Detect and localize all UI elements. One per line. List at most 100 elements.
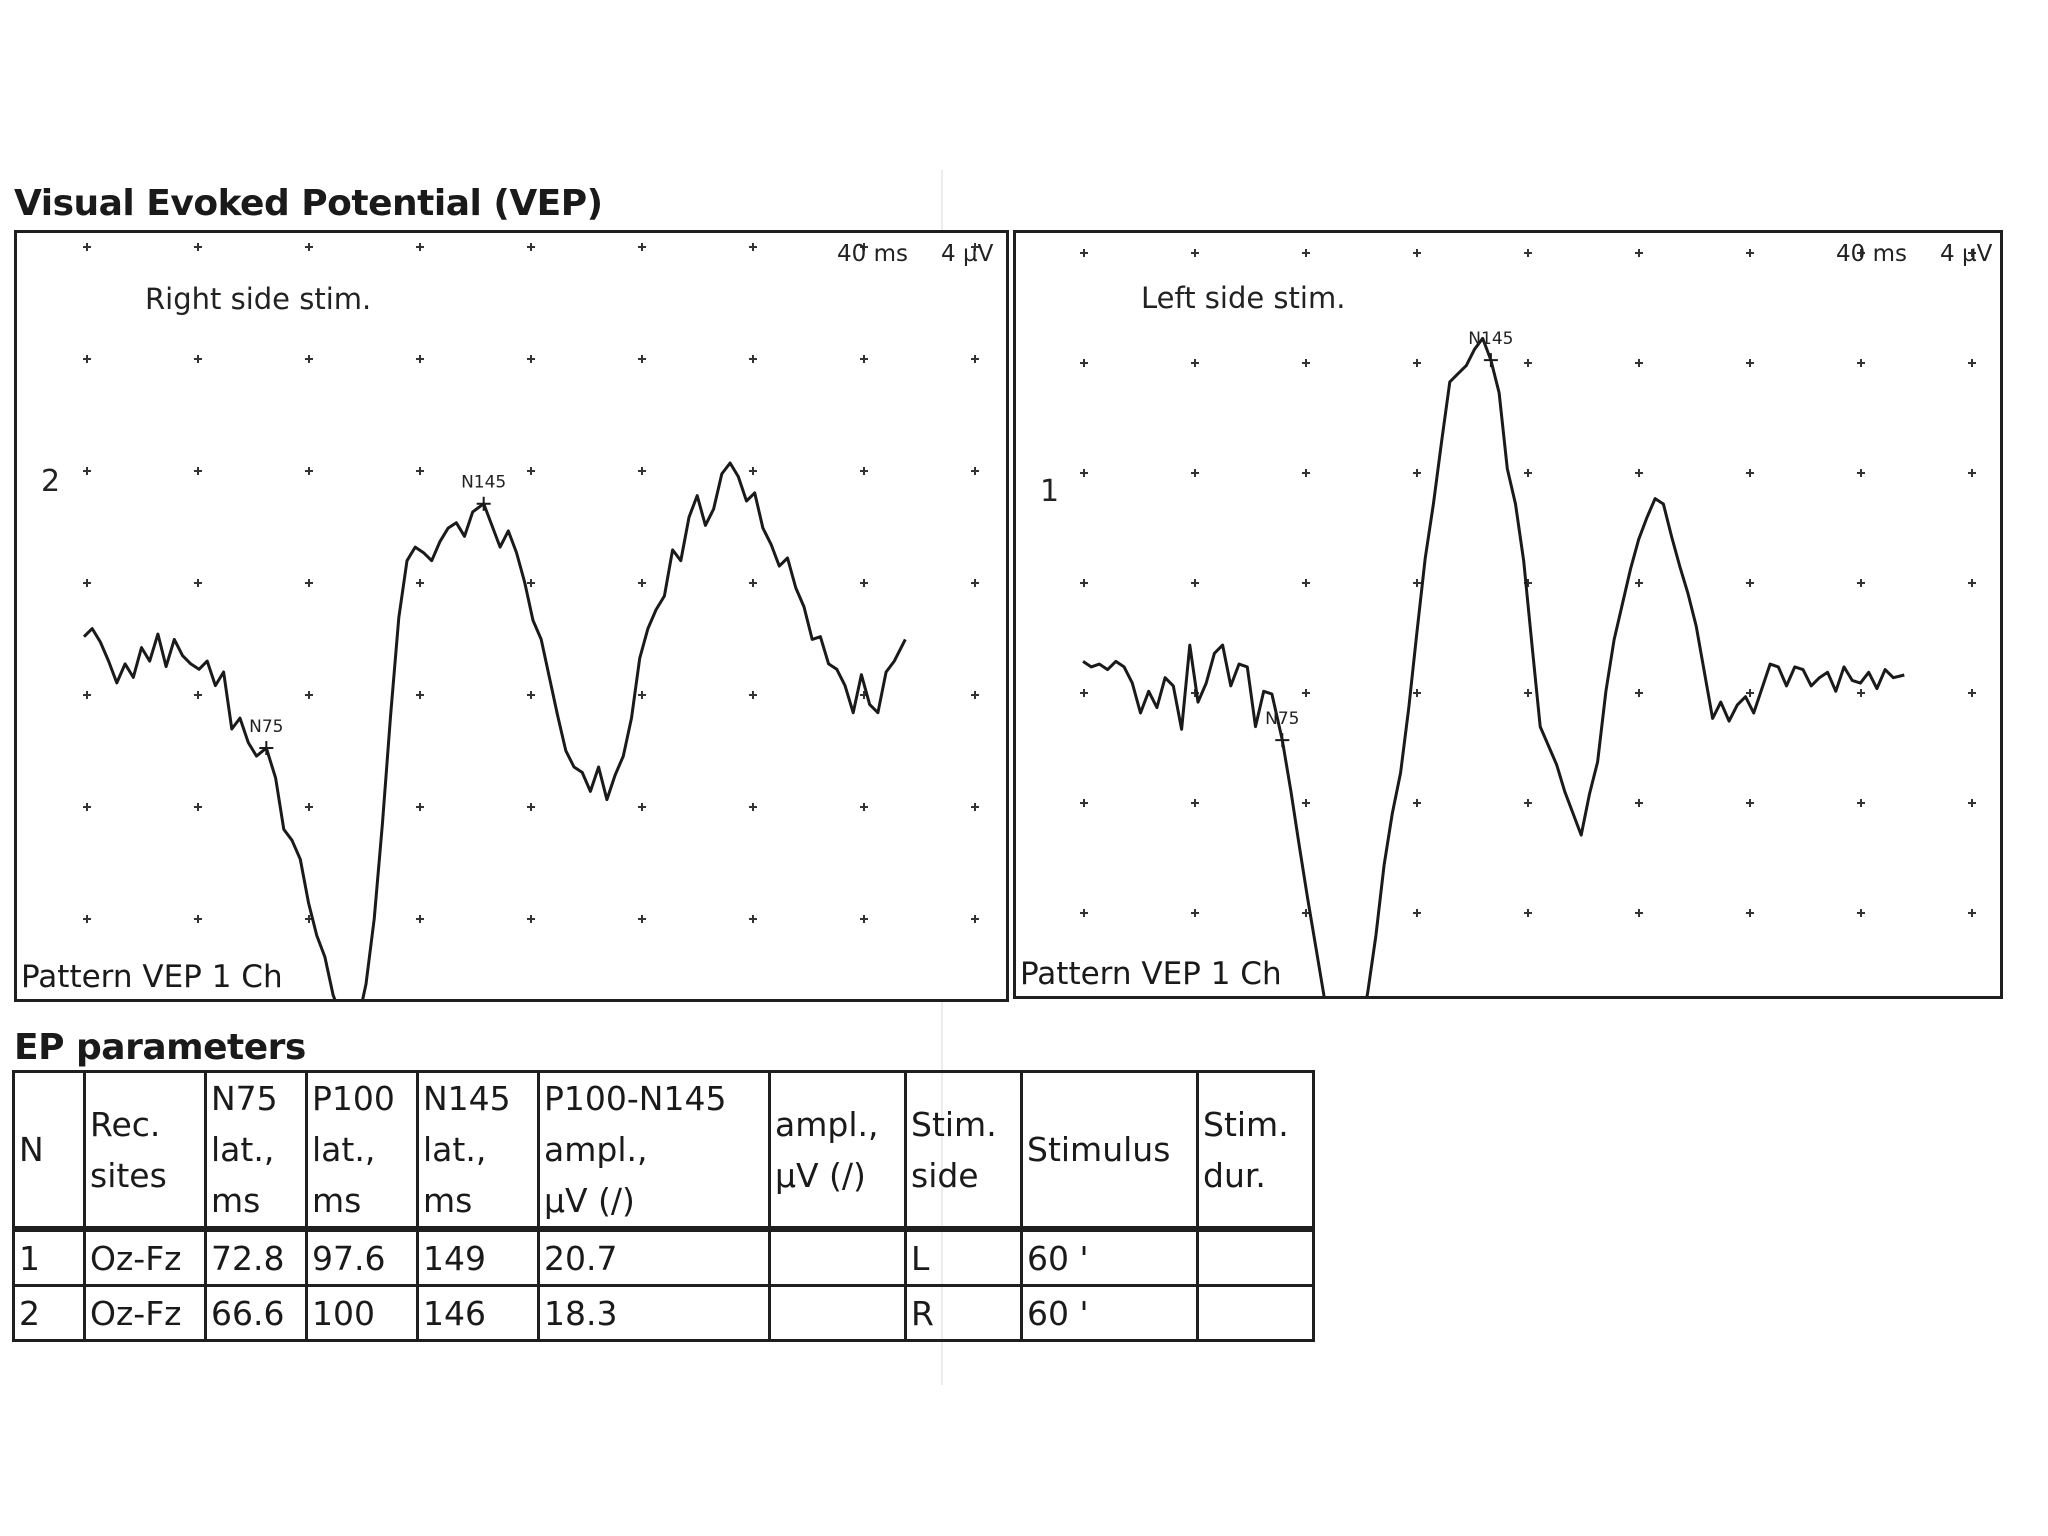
grid-marker <box>194 691 202 699</box>
cell-stim-dur <box>1196 1284 1315 1343</box>
grid-marker <box>1524 359 1532 367</box>
grid-marker <box>1413 579 1421 587</box>
grid-marker <box>83 467 91 475</box>
vep-chart-left: Left side stim.40 ms4 µV1N75P100N145 <box>1040 241 1993 996</box>
grid-marker <box>527 355 535 363</box>
grid-marker <box>749 915 757 923</box>
grid-marker <box>1635 909 1643 917</box>
grid-marker <box>749 803 757 811</box>
cell-n: 2 <box>12 1284 86 1343</box>
grid-marker <box>416 467 424 475</box>
col-header-p100-lat: P100 lat., ms <box>305 1070 419 1233</box>
grid-marker <box>1857 469 1865 477</box>
grid-marker <box>1857 909 1865 917</box>
grid-marker <box>1524 249 1532 257</box>
col-header-ampl: ampl., µV (/) <box>768 1070 907 1233</box>
grid-marker <box>1191 909 1199 917</box>
grid-marker <box>1968 909 1976 917</box>
grid-marker <box>527 691 535 699</box>
grid-marker <box>1968 799 1976 807</box>
col-header-n145-lat: N145 lat., ms <box>416 1070 540 1233</box>
header-line: ampl., <box>775 1104 879 1144</box>
grid-marker <box>638 467 646 475</box>
grid-marker <box>416 355 424 363</box>
grid-marker <box>527 467 535 475</box>
header-line: N <box>19 1130 44 1170</box>
grid-marker <box>1302 249 1310 257</box>
grid-marker <box>860 803 868 811</box>
cell-p100-n145-ampl: 18.3 <box>537 1284 771 1343</box>
header-line: µV (/) <box>544 1181 635 1221</box>
panel-footer-left: Pattern VEP 1 Ch <box>1020 956 1282 992</box>
grid-marker <box>638 915 646 923</box>
peak-marker-n145 <box>1483 353 1498 368</box>
peak-marker-n145 <box>476 496 491 511</box>
grid-marker <box>749 355 757 363</box>
grid-marker <box>1857 249 1865 257</box>
header-line: Stim. <box>911 1104 997 1144</box>
grid-marker <box>749 467 757 475</box>
stim-side-label: Right side stim. <box>145 282 371 316</box>
grid-marker <box>194 803 202 811</box>
grid-marker <box>860 915 868 923</box>
grid-marker <box>1413 799 1421 807</box>
col-header-rec-sites: Rec. sites <box>83 1070 207 1233</box>
grid-marker <box>1302 359 1310 367</box>
grid-marker <box>1080 249 1088 257</box>
grid-marker <box>1191 579 1199 587</box>
grid-marker <box>1635 799 1643 807</box>
grid-marker <box>1635 359 1643 367</box>
cell-n75-lat: 72.8 <box>204 1227 308 1288</box>
grid-marker <box>638 691 646 699</box>
grid-marker <box>1635 689 1643 697</box>
grid-marker <box>1635 579 1643 587</box>
grid-marker <box>1746 909 1754 917</box>
cell-ampl <box>768 1227 907 1288</box>
grid-marker <box>305 355 313 363</box>
grid-marker <box>1635 249 1643 257</box>
cell-n145-lat: 149 <box>416 1227 540 1288</box>
col-header-stim-dur: Stim. dur. <box>1196 1070 1315 1233</box>
grid-marker <box>1302 689 1310 697</box>
header-line: µV (/) <box>775 1155 866 1195</box>
cell-n145-lat: 146 <box>416 1284 540 1343</box>
header-line: Stim. <box>1203 1104 1289 1144</box>
grid-marker <box>1080 799 1088 807</box>
grid-marker <box>1857 689 1865 697</box>
peak-label-n75: N75 <box>249 717 283 737</box>
peak-label-n75: N75 <box>1265 709 1299 729</box>
header-line: sites <box>90 1155 167 1195</box>
grid-marker <box>971 915 979 923</box>
col-header-stim-side: Stim. side <box>904 1070 1023 1233</box>
grid-marker <box>860 467 868 475</box>
grid-marker <box>1968 249 1976 257</box>
channel-number: 1 <box>1040 474 1059 509</box>
header-line: Rec. <box>90 1104 161 1144</box>
grid-marker <box>83 243 91 251</box>
col-header-n: N <box>12 1070 86 1233</box>
grid-marker <box>1968 359 1976 367</box>
grid-marker <box>1524 909 1532 917</box>
grid-marker <box>527 579 535 587</box>
grid-marker <box>1524 689 1532 697</box>
grid-marker <box>1191 249 1199 257</box>
grid-marker <box>971 691 979 699</box>
grid-marker <box>1746 469 1754 477</box>
vep-trace <box>1082 336 1905 996</box>
vep-panel-right-stim: Right side stim.40 ms4 µV2N75P100N145 Pa… <box>14 230 1009 1002</box>
grid-marker <box>1857 359 1865 367</box>
header-line: N145 <box>423 1079 511 1118</box>
vep-trace <box>82 461 907 999</box>
grid-marker <box>416 579 424 587</box>
peak-label-n145: N145 <box>1468 329 1513 349</box>
peak-label-n145: N145 <box>461 473 506 493</box>
page-title: Visual Evoked Potential (VEP) <box>14 183 603 224</box>
grid-marker <box>1968 579 1976 587</box>
grid-marker <box>194 579 202 587</box>
grid-marker <box>527 915 535 923</box>
grid-marker <box>971 803 979 811</box>
grid-marker <box>83 803 91 811</box>
col-header-n75-lat: N75 lat., ms <box>204 1070 308 1233</box>
grid-marker <box>416 803 424 811</box>
grid-marker <box>194 915 202 923</box>
